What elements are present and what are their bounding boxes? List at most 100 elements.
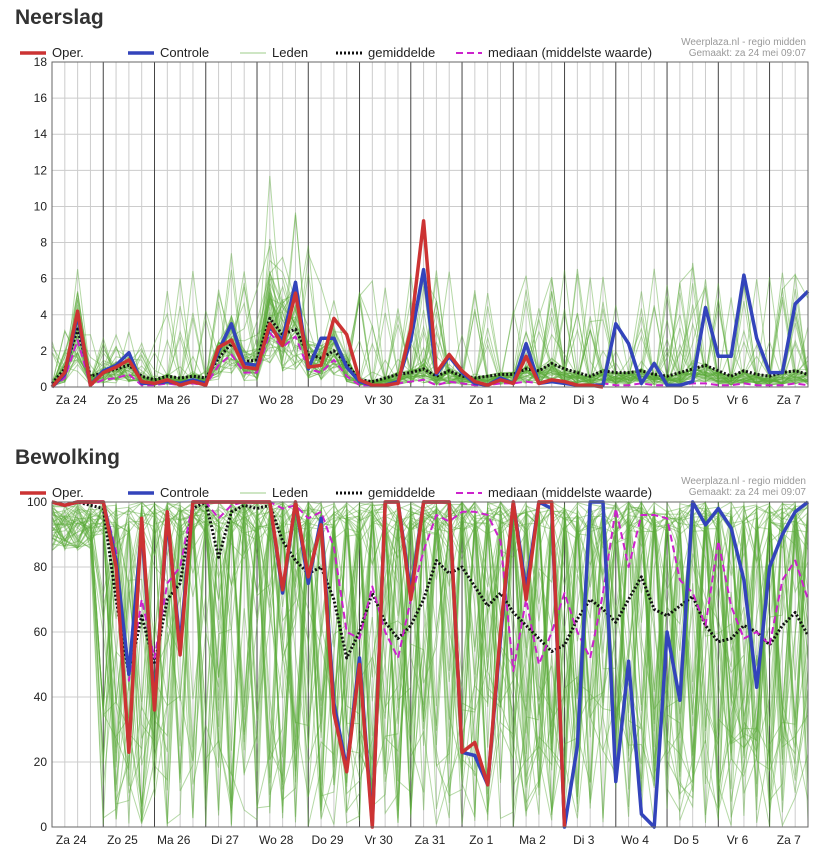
y-tick-label: 18 [34, 55, 48, 69]
plot-frame [51, 501, 809, 828]
legend-label: gemiddelde [368, 485, 435, 500]
ensemble-line [51, 270, 809, 387]
ensemble-line [51, 288, 809, 386]
legend-label: Controle [160, 485, 209, 500]
plot-frame [51, 61, 809, 388]
ensemble-line [51, 506, 809, 818]
x-tick-label: Do 5 [674, 833, 700, 847]
legend-item-0: Oper. [20, 45, 84, 60]
legend-item-2: Leden [240, 485, 308, 500]
ensemble-line [51, 282, 809, 387]
legend-label: Leden [272, 45, 308, 60]
bewolking-section: Bewolking Weerplaza.nl - regio midden Gem… [0, 440, 819, 856]
ensemble-line [51, 283, 809, 387]
ensemble-line [51, 501, 809, 800]
series-gemiddelde-line [51, 500, 810, 676]
ensemble-line [51, 500, 809, 812]
ensemble-line [51, 500, 809, 823]
legend-item-1: Controle [128, 45, 209, 60]
legend-label: Controle [160, 45, 209, 60]
x-tick-label: Za 24 [56, 393, 87, 407]
ensemble-line [51, 500, 809, 824]
ensemble-line [51, 501, 809, 823]
x-tick-label: Do 29 [311, 833, 343, 847]
ensemble-line [51, 500, 809, 820]
bewolking-title: Bewolking [15, 446, 121, 469]
legend-item-2: Leden [240, 45, 308, 60]
x-tick-label: Vr 30 [365, 833, 394, 847]
x-tick-label: Di 3 [573, 393, 595, 407]
x-tick-label: Za 7 [777, 393, 801, 407]
x-tick-label: Wo 28 [259, 833, 294, 847]
ensemble-line [51, 273, 809, 386]
series-gemiddelde-line [50, 316, 809, 385]
ensemble-line [51, 500, 809, 825]
y-tick-label: 100 [27, 495, 47, 509]
x-tick-label: Za 31 [415, 393, 446, 407]
ensemble-line [51, 500, 809, 786]
x-tick-label: Vr 30 [365, 393, 394, 407]
y-tick-label: 2 [40, 344, 47, 358]
legend-item-3: gemiddelde [336, 45, 435, 60]
ensemble-line [51, 501, 809, 807]
ensemble-line [51, 500, 809, 825]
x-tick-label: Ma 2 [519, 393, 546, 407]
x-tick-label: Zo 25 [107, 833, 138, 847]
ensemble-line [51, 501, 809, 804]
ensemble-line [51, 270, 809, 387]
x-tick-label: Di 27 [211, 833, 239, 847]
ensemble-line [51, 212, 809, 387]
x-tick-label: Di 3 [573, 833, 595, 847]
x-tick-label: Ma 2 [519, 833, 546, 847]
legend-label: Oper. [52, 45, 84, 60]
ensemble-line [51, 500, 809, 828]
ensemble-line [51, 501, 809, 825]
legend-item-0: Oper. [20, 485, 84, 500]
ensemble-line [51, 501, 809, 819]
x-tick-label: Zo 25 [107, 393, 138, 407]
credit-source: Weerplaza.nl - regio midden [681, 476, 806, 487]
ensemble-line [51, 501, 809, 827]
x-tick-label: Wo 4 [621, 833, 649, 847]
neerslag-title: Neerslag [15, 6, 104, 29]
ensemble-line [51, 175, 809, 386]
ensemble-line [51, 501, 809, 825]
y-tick-label: 60 [34, 625, 48, 639]
ensemble-line [51, 500, 809, 813]
y-tick-label: 14 [34, 127, 48, 141]
legend-item-3: gemiddelde [336, 485, 435, 500]
x-tick-label: Wo 4 [621, 393, 649, 407]
y-tick-label: 6 [40, 272, 47, 286]
x-tick-label: Za 7 [777, 833, 801, 847]
ensemble-line [51, 501, 809, 825]
y-tick-label: 40 [34, 690, 48, 704]
ensemble-line [51, 502, 809, 825]
ensemble-line [51, 500, 809, 816]
x-tick-label: Do 29 [311, 393, 343, 407]
ensemble-line [51, 288, 809, 387]
credit-source: Weerplaza.nl - regio midden [681, 37, 806, 48]
y-tick-label: 12 [34, 163, 48, 177]
x-tick-label: Za 31 [415, 833, 446, 847]
credit-timestamp: Gemaakt: za 24 mei 09:07 [689, 48, 807, 59]
ensemble-line [51, 289, 809, 387]
ensemble-line [51, 500, 809, 817]
y-tick-label: 10 [34, 199, 48, 213]
series-oper-line [50, 219, 604, 389]
legend-item-4: mediaan (middelste waarde) [456, 485, 652, 500]
ensemble-line [51, 500, 809, 823]
ensemble-line [51, 500, 809, 821]
ensemble-line [51, 500, 809, 822]
legend-item-1: Controle [128, 485, 209, 500]
legend-item-4: mediaan (middelste waarde) [456, 45, 652, 60]
x-tick-label: Wo 28 [259, 393, 294, 407]
ensemble-line [51, 277, 809, 387]
legend-label: Oper. [52, 485, 84, 500]
x-tick-label: Ma 26 [157, 393, 191, 407]
ensemble-line [51, 502, 809, 827]
legend-label: mediaan (middelste waarde) [488, 45, 652, 60]
ensemble-line [51, 245, 809, 386]
x-tick-label: Do 5 [674, 393, 700, 407]
